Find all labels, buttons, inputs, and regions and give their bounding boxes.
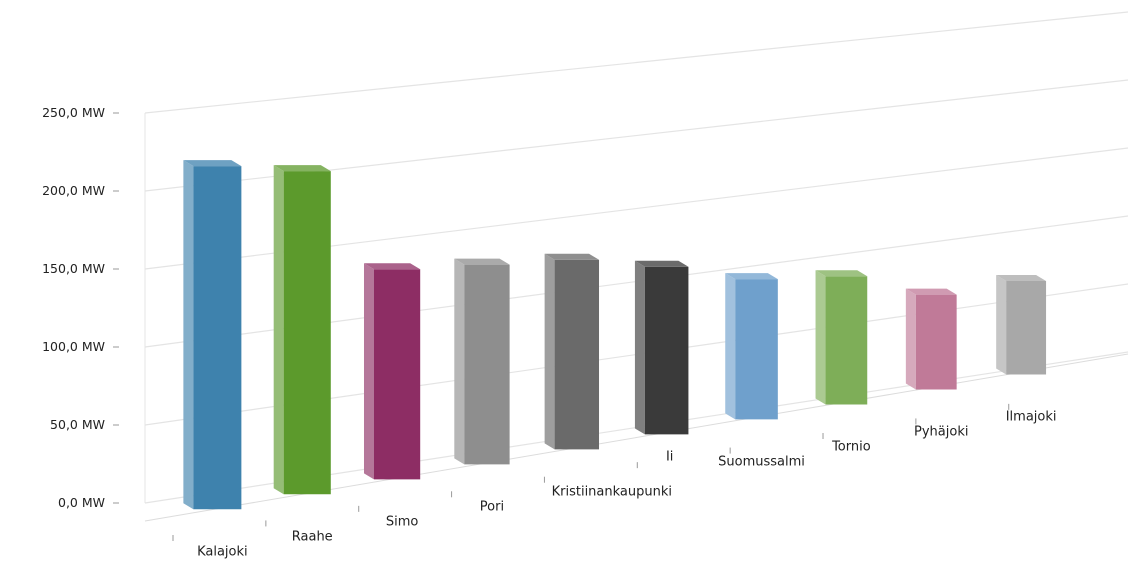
bar-front [1006, 280, 1047, 375]
bar-side [183, 160, 194, 510]
x-tick-label: Ii [666, 449, 673, 464]
bar-front [373, 269, 421, 480]
bar-raahe [273, 165, 331, 495]
bar-front [193, 166, 242, 510]
bar-top [183, 160, 242, 167]
bar-top [725, 273, 778, 280]
bar-side [996, 274, 1007, 375]
bar-top [634, 260, 689, 267]
bar-side [815, 270, 826, 405]
bar-tornio [815, 270, 868, 405]
bar-pyhäjoki [905, 288, 957, 390]
bar-pori [454, 258, 510, 465]
bar-top [544, 253, 600, 260]
bar-front [554, 259, 600, 450]
bar-ilmajoki [996, 274, 1047, 375]
y-tick-label: 200,0 MW [42, 183, 105, 198]
x-tick-label: Ilmajoki [1006, 410, 1057, 425]
bar-top [363, 263, 421, 270]
x-tick-label: Simo [386, 514, 419, 529]
bar-front [915, 294, 957, 390]
bar-front [735, 279, 778, 420]
y-tick-label: 0,0 MW [58, 495, 105, 510]
bar-kristiinankaupunki [544, 253, 600, 450]
labels: 0,0 MW 50,0 MW 100,0 MW 150,0 MW 200,0 MW 250… [42, 105, 1056, 559]
y-tick-label: 250,0 MW [42, 105, 105, 120]
bar-simo [363, 263, 421, 480]
y-tick-label: 150,0 MW [42, 261, 105, 276]
bar-side [725, 273, 736, 420]
bar-front [283, 171, 331, 495]
bar-side [273, 165, 284, 495]
x-tick-label: Pyhäjoki [914, 424, 968, 439]
bar-side [363, 263, 374, 480]
bar-front [825, 276, 868, 405]
bar-side [544, 253, 555, 450]
bar-side [634, 260, 645, 435]
bar-top [815, 270, 868, 277]
bar-top [273, 165, 331, 172]
bar-side [454, 258, 465, 465]
x-tick-label: Kalajoki [197, 544, 248, 559]
x-tick-label: Raahe [292, 529, 333, 544]
bar-kalajoki [183, 160, 242, 510]
x-tick-label: Pori [480, 499, 504, 514]
x-tick-label: Suomussalmi [718, 454, 805, 469]
bar-top [454, 258, 510, 265]
y-tick-label: 50,0 MW [50, 417, 105, 432]
bar-front [464, 264, 510, 465]
bar-side [905, 288, 916, 390]
gridline [144, 11, 1129, 114]
x-tick-label: Tornio [831, 439, 871, 454]
bar-ii [634, 260, 689, 435]
bar-front [644, 266, 689, 435]
x-tick-label: Kristiinankaupunki [552, 484, 672, 499]
y-tick-label: 100,0 MW [42, 339, 105, 354]
bar-top [996, 274, 1047, 281]
bar-top [905, 288, 957, 295]
bar-suomussalmi [725, 273, 778, 420]
bars [183, 160, 1047, 510]
